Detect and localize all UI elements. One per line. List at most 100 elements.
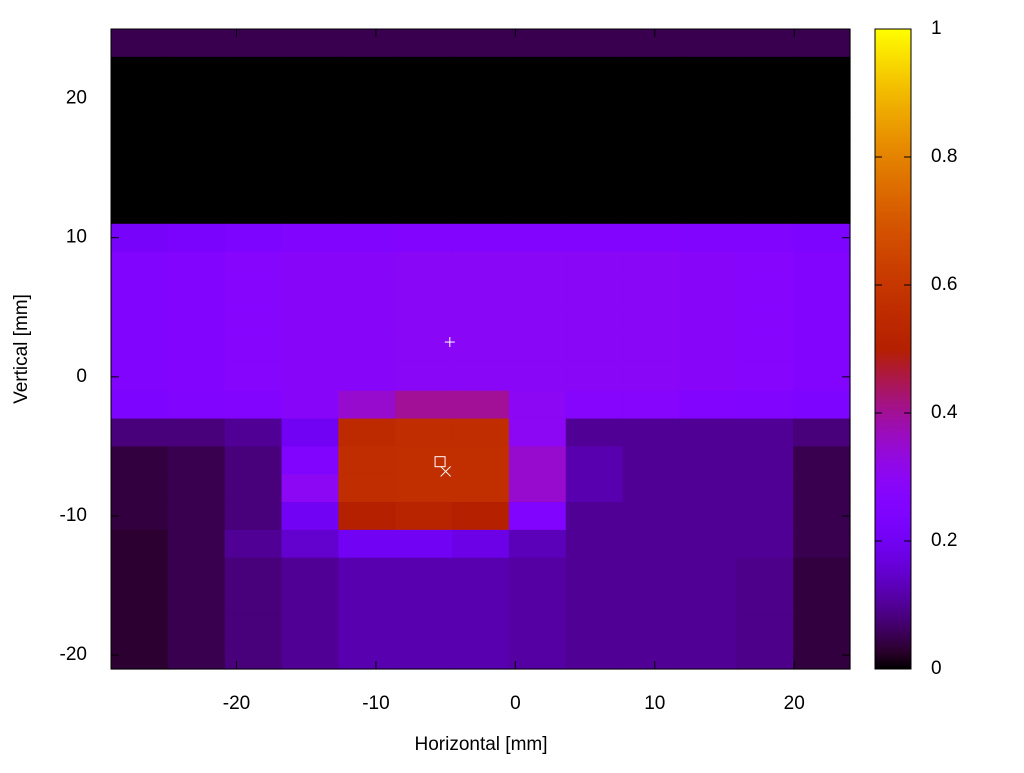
heat-cell [224, 390, 283, 420]
heat-cell [793, 29, 851, 58]
heat-cell [224, 56, 283, 86]
heat-cell [622, 446, 681, 475]
heat-cell [167, 390, 226, 420]
heat-cell [508, 279, 567, 308]
plot-frame [110, 28, 851, 670]
heat-cell [736, 641, 794, 670]
heat-cell [452, 195, 510, 225]
heat-cell [679, 335, 737, 364]
heat-cell [167, 195, 226, 225]
heat-cell [622, 529, 681, 559]
heat-cell [452, 418, 510, 447]
heat-cell [167, 585, 226, 614]
y-tick-label: -20 [60, 644, 87, 665]
heat-cell [224, 84, 283, 114]
heat-cell [508, 613, 567, 642]
colorbar [874, 28, 912, 670]
heat-cell [622, 251, 681, 281]
heat-cell [224, 195, 283, 225]
heat-cell [281, 529, 339, 559]
heat-cell [111, 335, 169, 364]
heat-cell [111, 84, 169, 114]
heat-cell [395, 29, 453, 58]
heat-cell [395, 529, 453, 559]
heat-cell [736, 390, 794, 420]
heat-cell [111, 557, 169, 587]
heat-cell [565, 529, 624, 559]
heat-cell [622, 557, 681, 587]
colorbar-tick-label: 0.4 [931, 402, 958, 423]
heat-cell [508, 56, 567, 86]
heat-cell [167, 223, 226, 253]
x-tick-label: 20 [784, 693, 805, 714]
heat-cell [395, 195, 453, 225]
heat-cell [622, 195, 681, 225]
heat-cell [622, 140, 681, 169]
heat-cell [281, 390, 339, 420]
marker-part [434, 456, 446, 468]
heat-cell [622, 362, 681, 392]
heat-cell [395, 474, 453, 503]
heat-cell [224, 251, 283, 281]
heat-cell [167, 140, 226, 169]
heat-cell [679, 446, 737, 475]
heat-cell [111, 112, 169, 141]
heat-cell [452, 335, 510, 364]
heat-cell [224, 474, 283, 503]
heat-cell [395, 362, 453, 392]
heat-cell [679, 390, 737, 420]
heat-cell [281, 56, 339, 86]
heat-cell [281, 641, 339, 670]
heat-cell [565, 279, 624, 308]
heat-cell [224, 140, 283, 169]
heat-cell [395, 279, 453, 308]
heat-cell [281, 140, 339, 169]
heat-cell [452, 529, 510, 559]
heat-cell [167, 112, 226, 141]
heat-cell [224, 446, 283, 475]
heat-cell [111, 223, 169, 253]
heat-cell [338, 29, 396, 58]
heat-cell [793, 56, 851, 86]
y-tick-label: 10 [66, 227, 87, 248]
heat-cell [338, 251, 396, 281]
heat-cell [281, 307, 339, 336]
heat-cell [167, 529, 226, 559]
heat-cell [338, 168, 396, 197]
heat-cell [508, 362, 567, 392]
heat-cell [395, 223, 453, 253]
y-tick-label: 0 [76, 366, 87, 387]
heat-cell [281, 168, 339, 197]
heat-cell [224, 307, 283, 336]
heat-cell [508, 335, 567, 364]
heat-cell [224, 112, 283, 141]
heat-cell [736, 140, 794, 169]
heat-cell [452, 140, 510, 169]
heat-cell [111, 140, 169, 169]
heat-cell [736, 557, 794, 587]
heat-cell [622, 223, 681, 253]
y-tick-label: -10 [60, 505, 87, 526]
colorbar-tick-label: 0.8 [931, 146, 957, 167]
heat-cell [565, 29, 624, 58]
heat-cell [167, 557, 226, 587]
heat-cell [452, 112, 510, 141]
heat-cell [452, 362, 510, 392]
heat-cell [167, 474, 226, 503]
heat-cell [793, 641, 851, 670]
heat-cell [508, 390, 567, 420]
heat-cell [679, 56, 737, 86]
heat-cell [395, 56, 453, 86]
heat-cell [736, 84, 794, 114]
heat-cell [338, 195, 396, 225]
heat-cell [452, 613, 510, 642]
heat-cell [167, 335, 226, 364]
heat-cell [508, 502, 567, 531]
heat-cell [736, 418, 794, 447]
heat-cell [395, 641, 453, 670]
heat-cell [622, 168, 681, 197]
heat-cell [736, 585, 794, 614]
heat-cell [793, 195, 851, 225]
heat-cell [452, 557, 510, 587]
heat-cell [622, 84, 681, 114]
